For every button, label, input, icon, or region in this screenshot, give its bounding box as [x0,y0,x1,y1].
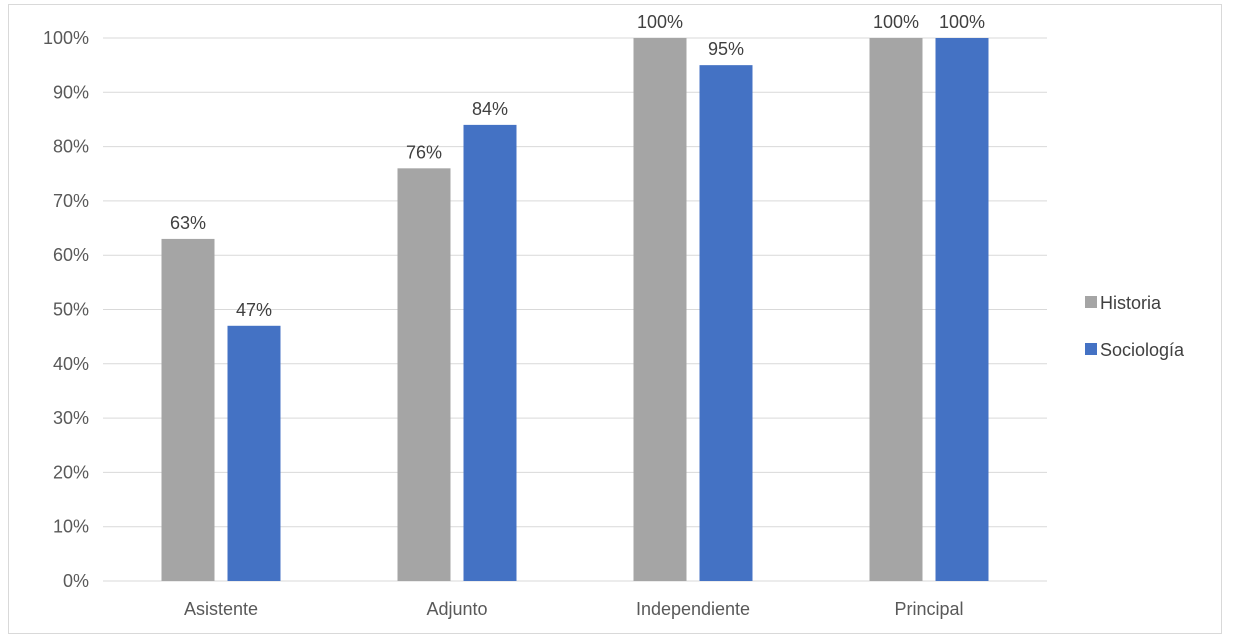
data-labels: 63% 47% 76% 84% 100% 95% 100% 100% [170,12,985,320]
y-tick-label: 100% [43,28,89,48]
y-tick-label: 20% [53,462,89,482]
x-tick-label: Independiente [636,599,750,619]
bar-sociología [227,325,281,581]
y-tick-label: 90% [53,82,89,102]
bar-historia [869,38,923,581]
bar-historia [161,238,215,581]
legend-swatch [1085,296,1097,308]
bar-historia [633,38,687,581]
bar-sociología [935,38,989,581]
x-axis-tick-labels: Asistente Adjunto Independiente Principal [184,599,964,619]
data-label: 84% [472,99,508,119]
y-tick-label: 30% [53,408,89,428]
bar-chart: 0% 10% 20% 30% 40% 50% 60% 70% 80% 90% 100% 63% 47%… [43,12,1185,619]
data-label: 100% [939,12,985,32]
x-tick-label: Asistente [184,599,258,619]
x-tick-label: Adjunto [426,599,487,619]
data-label: 47% [236,300,272,320]
y-tick-label: 10% [53,517,89,537]
x-tick-label: Principal [894,599,963,619]
bars [161,38,989,581]
data-label: 100% [637,12,683,32]
y-tick-label: 40% [53,354,89,374]
y-tick-label: 0% [63,571,89,591]
legend: Historia Sociología [1085,293,1185,360]
bar-historia [397,168,451,581]
legend-label: Sociología [1100,340,1185,360]
chart-frame: 0% 10% 20% 30% 40% 50% 60% 70% 80% 90% 100% 63% 47%… [8,4,1222,634]
y-tick-label: 80% [53,137,89,157]
data-label: 100% [873,12,919,32]
legend-label: Historia [1100,293,1162,313]
legend-swatch [1085,343,1097,355]
y-tick-label: 50% [53,300,89,320]
y-tick-label: 70% [53,191,89,211]
bar-sociología [463,124,517,581]
data-label: 76% [406,142,442,162]
y-tick-label: 60% [53,245,89,265]
bar-sociología [699,65,753,581]
data-label: 63% [170,213,206,233]
y-axis-tick-labels: 0% 10% 20% 30% 40% 50% 60% 70% 80% 90% 100% [43,28,89,591]
data-label: 95% [708,39,744,59]
